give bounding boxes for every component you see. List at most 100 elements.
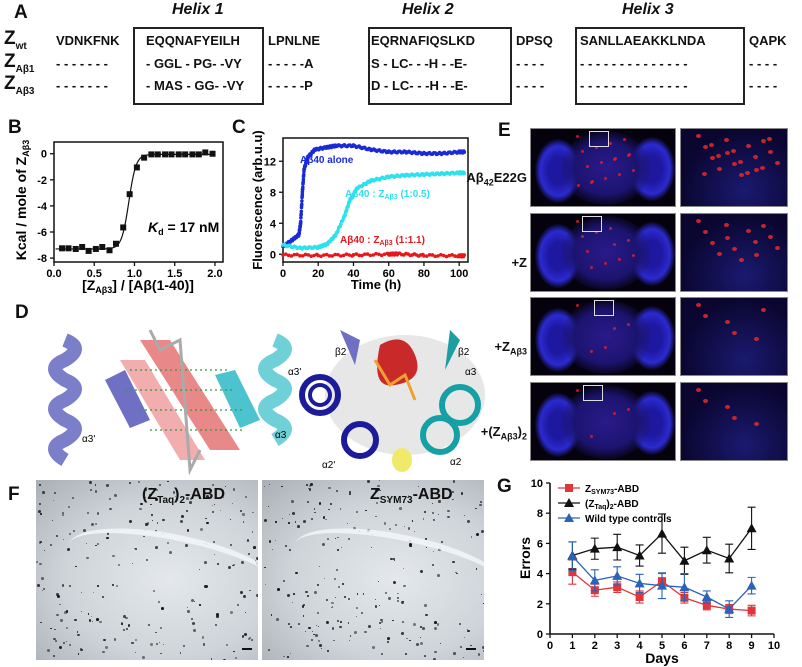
stained-cell — [214, 554, 216, 556]
stained-cell — [407, 527, 411, 530]
stained-cell — [397, 599, 400, 602]
data-marker — [747, 606, 756, 615]
amyloid-spot — [703, 145, 708, 149]
title-sub: SYM73 — [379, 495, 413, 507]
data-point — [374, 251, 378, 256]
data-point — [371, 253, 376, 257]
stained-cell — [145, 523, 148, 526]
chart-B: 0.0 0.5 1.0 1.5 2.00-2-4-6-8Kd = 17 nM[ZAβ3]… — [13, 140, 224, 295]
data-point — [365, 252, 370, 256]
amyloid-spot — [724, 223, 729, 227]
amyloid-spot — [604, 262, 607, 265]
stained-cell — [271, 548, 273, 551]
stained-cell — [179, 651, 182, 654]
stained-cell — [355, 510, 359, 514]
data-point — [301, 177, 306, 182]
stained-cell — [477, 653, 481, 656]
stained-cell — [301, 605, 305, 608]
stained-cell — [232, 564, 234, 567]
stained-cell — [80, 611, 82, 613]
label-part: -ABD — [614, 499, 639, 510]
stained-cell — [285, 545, 287, 547]
stained-cell — [309, 485, 312, 488]
stained-cell — [480, 593, 483, 596]
complex-surface — [299, 330, 485, 472]
stained-cell — [310, 639, 313, 642]
data-point — [427, 253, 432, 257]
stained-cell — [169, 551, 172, 554]
data-point — [338, 254, 343, 258]
condition-label-part: +Z — [494, 339, 510, 354]
stained-cell — [289, 514, 291, 516]
stained-cell — [231, 503, 233, 505]
stained-cell — [125, 616, 128, 620]
stained-cell — [290, 652, 292, 654]
stained-cell — [186, 497, 189, 500]
region-of-interest-box — [594, 300, 614, 316]
stained-cell — [334, 596, 337, 599]
data-point — [301, 185, 305, 190]
stained-cell — [288, 521, 290, 524]
helix-3-title: Helix 3 — [622, 1, 674, 18]
stained-cell — [277, 588, 281, 592]
legend-marker — [564, 513, 574, 522]
stained-cell — [143, 535, 145, 538]
stained-cell — [232, 650, 235, 653]
x-tick-label: 1 — [569, 640, 575, 652]
legend-item: (ZTaq)2-ABD — [558, 498, 639, 511]
stained-cell — [187, 607, 189, 609]
stained-cell — [206, 495, 210, 499]
panel-label-b: B — [8, 117, 22, 138]
data-point — [79, 244, 86, 250]
stained-cell — [437, 547, 441, 551]
x-tick-label: 2 — [592, 640, 598, 652]
data-point — [450, 253, 454, 257]
stained-cell — [483, 650, 484, 653]
stained-cell — [211, 504, 213, 506]
stained-cell — [264, 583, 267, 586]
data-point — [344, 252, 349, 256]
stained-cell — [94, 522, 98, 526]
stained-cell — [192, 621, 196, 625]
stained-cell — [402, 600, 404, 603]
stained-cell — [43, 550, 46, 552]
stained-cell — [467, 519, 471, 523]
stained-cell — [364, 509, 367, 512]
amyloid-spot — [696, 219, 701, 223]
brain-zoom-image — [680, 213, 788, 292]
stained-cell — [234, 656, 237, 659]
stained-cell — [352, 527, 356, 531]
stained-cell — [344, 595, 347, 598]
amyloid-spot — [590, 435, 593, 438]
amyloid-spot — [590, 350, 593, 353]
stained-cell — [91, 523, 93, 526]
amyloid-spot — [716, 154, 721, 158]
y-tick-label: 0 — [41, 149, 47, 161]
amyloid-spot — [576, 220, 579, 223]
central-brain — [561, 216, 651, 290]
stained-cell — [377, 484, 380, 488]
sequence-segment: - - - - - - - - - - - - - - — [580, 78, 688, 93]
series-1 — [281, 170, 467, 251]
stained-cell — [339, 620, 342, 623]
stained-cell — [62, 512, 64, 515]
stained-cell — [322, 516, 326, 519]
data-marker — [568, 568, 577, 577]
stained-cell — [127, 624, 131, 627]
stained-cell — [447, 509, 450, 513]
stained-cell — [192, 629, 196, 633]
helix-2-title: Helix 2 — [402, 1, 454, 18]
stained-cell — [161, 607, 164, 610]
stained-cell — [437, 514, 439, 516]
x-axis-label: [ZAβ3] / [Aβ(1-40)] — [82, 277, 194, 295]
stained-cell — [379, 490, 381, 492]
sequence-segment: - - - - — [516, 78, 545, 93]
stained-cell — [54, 628, 56, 630]
data-point — [462, 150, 467, 154]
stained-cell — [240, 510, 242, 512]
region-of-interest-box — [583, 385, 603, 401]
data-point — [300, 254, 305, 258]
x-tick-label: 0.5 — [87, 268, 102, 280]
stained-cell — [348, 598, 351, 601]
